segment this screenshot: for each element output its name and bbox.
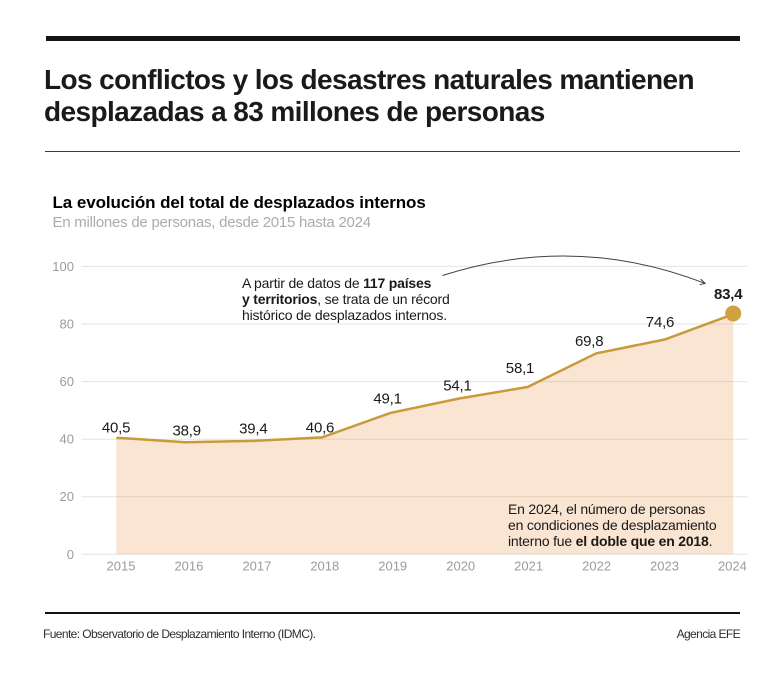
svg-text:54,1: 54,1 [443,377,471,394]
svg-text:39,4: 39,4 [239,420,267,437]
svg-text:2019: 2019 [378,558,407,573]
svg-text:74,6: 74,6 [646,314,674,331]
svg-text:38,9: 38,9 [172,422,200,439]
svg-text:69,8: 69,8 [575,333,603,350]
svg-text:2016: 2016 [174,558,203,573]
svg-text:0: 0 [67,547,74,562]
svg-text:2024: 2024 [718,558,747,573]
svg-text:2021: 2021 [514,558,543,573]
svg-text:2022: 2022 [582,558,611,573]
svg-text:40,6: 40,6 [306,420,334,437]
svg-text:40: 40 [60,432,74,447]
svg-text:2018: 2018 [310,558,339,573]
svg-text:100: 100 [52,259,74,274]
svg-text:2017: 2017 [242,558,271,573]
svg-text:40,5: 40,5 [102,419,130,436]
svg-text:20: 20 [60,489,74,504]
svg-text:83,4: 83,4 [714,286,743,303]
svg-text:2015: 2015 [107,558,136,573]
svg-text:2020: 2020 [446,558,475,573]
svg-text:49,1: 49,1 [373,390,401,407]
svg-text:80: 80 [60,317,74,332]
svg-text:2023: 2023 [650,558,679,573]
svg-text:58,1: 58,1 [506,360,534,377]
svg-text:60: 60 [60,374,74,389]
